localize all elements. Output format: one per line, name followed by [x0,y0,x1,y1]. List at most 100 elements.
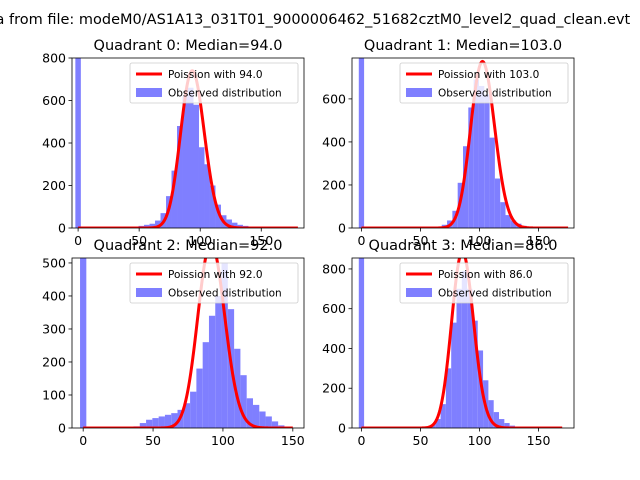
histogram-bar [155,220,161,228]
x-tick-label: 150 [527,233,551,248]
histogram-bar [171,170,178,228]
histogram-bar [461,270,468,428]
x-tick-label: 100 [468,433,492,448]
histogram-bar [435,419,441,428]
x-tick-label: 50 [413,233,429,248]
y-tick-label: 200 [322,177,346,192]
plot-area [80,258,293,428]
legend-box [129,262,299,304]
histogram-bar [182,96,188,228]
legend-label-observed: Observed distribution [438,288,552,300]
legend-label-poisson: Poission with 86.0 [438,269,533,281]
histogram-bar [456,288,462,428]
histogram-bar [252,404,260,428]
histogram-bar [146,419,153,428]
y-tick-label: 400 [42,136,66,151]
y-tick-label: 500 [42,255,66,270]
y-tick-label: 0 [338,221,346,236]
histogram-bar [494,178,501,228]
x-tick-label: 50 [145,433,161,448]
histogram-bar [451,322,457,428]
histogram-bar [215,204,221,228]
x-tick-label: 0 [357,233,365,248]
x-tick-label: 0 [79,433,87,448]
histogram-bar [240,375,247,428]
y-tick-label: 200 [42,178,66,193]
y-tick-label: 800 [42,51,66,66]
histogram-bar [500,202,506,228]
legend-label-poisson: Poission with 94.0 [168,69,263,81]
histogram-bar [234,348,241,428]
x-tick-label: 0 [357,433,365,448]
y-tick-label: 400 [322,134,346,149]
histogram-bar [158,416,165,428]
histogram-bar [477,350,484,428]
histogram-bar [208,315,216,428]
axes-frame [351,257,575,429]
histogram-bar [231,222,238,228]
y-tick-label: 400 [42,288,66,303]
histogram-bar [188,87,194,228]
histogram-bar [484,94,490,228]
x-tick-label: 0 [74,233,82,248]
histogram-bar [190,391,197,428]
subplot-title: Quadrant 3: Median=86.0 [369,238,558,254]
legend: Poission with 86.0 Observed distribution [399,262,569,304]
subplot-quadrant-1: 0 50 100 150 0 200 400 600 Quadrant 1: Median=10… [322,38,575,248]
histogram-bar [504,423,510,428]
histogram-bar [473,79,479,228]
poisson-curve [83,258,293,428]
histogram-bar [499,419,505,428]
plot-area [358,58,569,228]
legend: Poission with 92.0 Observed distribution [129,262,299,304]
x-tick-label: 150 [249,233,273,248]
x-tick-label: 50 [413,433,429,448]
histogram-bar [463,146,469,228]
legend: Poission with 94.0 Observed distribution [129,62,299,104]
subplot-title: Quadrant 1: Median=103.0 [364,38,562,54]
histogram-bar [171,413,178,428]
subplot-title: Quadrant 2: Median=92.0 [94,238,283,254]
legend-patch-swatch [136,88,162,97]
y-tick-label: 300 [42,321,66,336]
histogram-bar [445,368,452,428]
histogram-bar [246,398,253,428]
histogram-bar [472,320,478,428]
y-tick-label: 200 [42,354,66,369]
x-tick-label: 100 [188,233,212,248]
histogram-bar [149,223,156,228]
y-tick-label: 400 [322,341,346,356]
histogram-bar [177,126,183,228]
histogram-bar [489,137,495,228]
plot-area [358,258,563,428]
histogram-bar-zero [358,258,365,428]
histogram-bar-zero [80,258,87,428]
y-tick-label: 0 [58,221,66,236]
y-tick-label: 0 [338,421,346,436]
legend-label-poisson: Poission with 92.0 [168,269,263,281]
histogram-bar [271,421,279,428]
legend-patch-swatch [136,288,162,297]
y-tick-label: 0 [58,421,66,436]
y-tick-label: 600 [322,91,346,106]
y-tick-label: 800 [322,261,346,276]
legend-patch-swatch [406,288,432,297]
histogram-bar [265,416,272,428]
y-tick-label: 600 [322,301,346,316]
histogram-bar [493,412,500,428]
histogram-bar [196,368,203,428]
x-tick-label: 50 [131,233,147,248]
legend-box [399,62,569,104]
figure-suptitle: Data from file: modeM0/AS1A13_031T01_900… [0,12,631,28]
axes-frame [71,257,305,429]
histogram-bar [259,411,266,428]
y-tick-label: 200 [322,381,346,396]
legend-label-poisson: Poission with 103.0 [438,69,539,81]
legend-patch-swatch [406,88,432,97]
histogram-bar [139,423,147,428]
histogram-bar [144,224,150,228]
x-tick-label: 100 [468,233,492,248]
subplot-quadrant-2: 0 50 100 150 0 100 200 300 400 500 Quadrant 2: Med… [42,238,305,448]
histogram-bar [440,404,446,428]
